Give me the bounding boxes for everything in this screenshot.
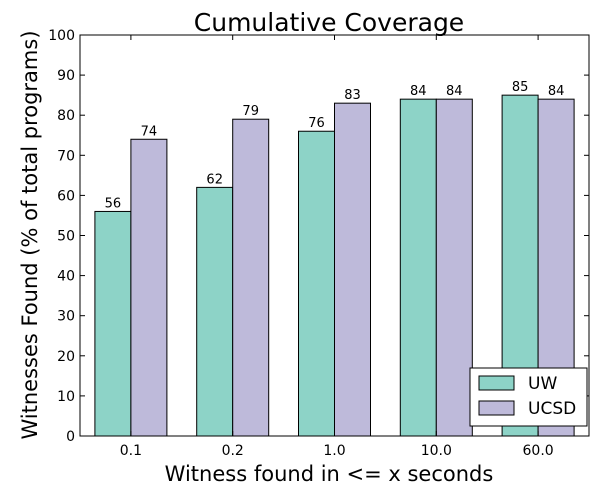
data-label-ucsd-0.1: 74	[141, 124, 158, 139]
y-tick-label-90: 90	[57, 68, 75, 84]
data-label-uw-1.0: 76	[308, 116, 325, 131]
y-tick-label-20: 20	[57, 349, 75, 365]
plot-area: 56 62 76 84 85 74 79 83 84 84 0 10 20 30 40 50 60 70 80 90 1…	[48, 28, 590, 459]
data-label-ucsd-60.0: 84	[548, 84, 565, 99]
legend-label-ucsd: UCSD	[528, 399, 576, 419]
data-label-uw-0.2: 62	[206, 172, 223, 187]
bar-ucsd-0.1	[130, 138, 168, 437]
y-tick-label-80: 80	[57, 108, 75, 124]
x-tick-label-60.0: 60.0	[523, 443, 554, 459]
chart-title: Cumulative Coverage	[194, 8, 464, 37]
y-tick-label-50: 50	[57, 229, 75, 245]
y-tick-label-10: 10	[57, 389, 75, 405]
bar-ucsd-1.0	[334, 102, 371, 437]
data-label-ucsd-0.2: 79	[242, 104, 259, 119]
x-tick-label-0.1: 0.1	[120, 443, 142, 459]
x-tick-label-10.0: 10.0	[421, 443, 452, 459]
x-axis-label: Witness found in <= x seconds	[165, 462, 494, 486]
data-label-uw-10.0: 84	[410, 84, 427, 99]
data-label-uw-0.1: 56	[105, 196, 122, 211]
legend-swatch-uw	[478, 375, 515, 391]
data-label-ucsd-10.0: 84	[446, 84, 463, 99]
y-tick-label-40: 40	[57, 269, 75, 285]
x-tick-label-0.2: 0.2	[222, 443, 244, 459]
data-label-ucsd-1.0: 83	[344, 88, 361, 103]
legend-label-uw: UW	[528, 374, 557, 394]
bar-ucsd-10.0	[435, 98, 473, 437]
y-tick-label-30: 30	[57, 309, 75, 325]
data-label-uw-60.0: 85	[512, 80, 529, 95]
x-tick-label-1.0: 1.0	[323, 443, 345, 459]
y-tick-label-100: 100	[48, 28, 75, 44]
y-tick-label-0: 0	[66, 429, 75, 445]
y-tick-label-70: 70	[57, 148, 75, 164]
bar-uw-10.0	[399, 98, 437, 437]
y-tick-label-60: 60	[57, 188, 75, 204]
y-axis-label: Witnesses Found (% of total programs)	[18, 30, 42, 439]
legend-swatch-ucsd	[478, 400, 515, 416]
bar-uw-0.1	[94, 210, 132, 437]
bar-uw-1.0	[298, 130, 335, 437]
bar-ucsd-0.2	[232, 118, 270, 437]
bar-uw-0.2	[196, 186, 234, 437]
